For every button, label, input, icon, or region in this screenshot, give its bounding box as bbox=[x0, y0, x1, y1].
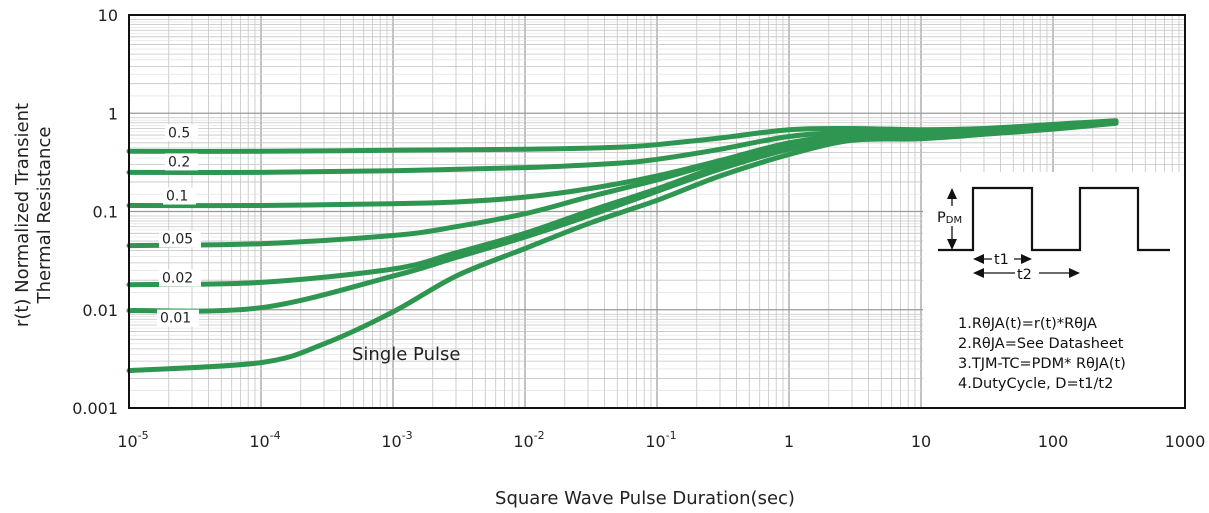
plot-frame bbox=[128, 14, 1186, 409]
note-4: 4.DutyCycle, D=t1/t2 bbox=[958, 376, 1113, 392]
y-tick-label: 0.001 bbox=[72, 399, 118, 418]
pdm-label: PDM bbox=[937, 210, 962, 226]
pdm-label-bg bbox=[935, 206, 969, 226]
t1-arrow-left bbox=[973, 254, 984, 264]
pdm-label-main: P bbox=[937, 210, 946, 226]
series-line-0.5 bbox=[126, 118, 1119, 154]
grid-lines bbox=[128, 15, 1185, 409]
x-tick-label: 10 bbox=[911, 432, 931, 451]
t2-label-bg bbox=[1015, 265, 1039, 282]
curve-label-bg bbox=[163, 187, 196, 205]
curve-label-0-5: 0.5 bbox=[168, 125, 190, 141]
x-tick-exponent: -3 bbox=[402, 429, 413, 442]
t2-label: t2 bbox=[1017, 267, 1032, 283]
curve-label-0-2: 0.2 bbox=[168, 154, 190, 170]
y-tick-label: 10 bbox=[98, 6, 118, 25]
x-tick-base: 10 bbox=[911, 432, 931, 451]
x-tick-label: 10-2 bbox=[513, 429, 544, 451]
t1-arrow-right bbox=[1021, 254, 1032, 264]
duty-cycle-inset: PDM t1 t2 1.RθJA(t)=r(t)*RθJA 2.RθJA=See… bbox=[923, 172, 1185, 407]
x-tick-label: 10-1 bbox=[645, 429, 676, 451]
t1-label-bg bbox=[992, 250, 1014, 267]
series-line-single-pulse bbox=[126, 120, 1119, 374]
curve-label-bg bbox=[159, 269, 201, 287]
x-tick-label: 1 bbox=[784, 432, 794, 451]
curve-label-bg bbox=[159, 230, 201, 248]
curve-labels: 0.5 0.2 0.1 0.05 0.02 0.01 bbox=[157, 124, 201, 327]
curve-label-0-1: 0.1 bbox=[166, 189, 188, 205]
curve-series bbox=[126, 118, 1119, 374]
curve-label-bg bbox=[165, 153, 198, 171]
x-tick-base: 1 bbox=[784, 432, 794, 451]
pdm-arrow-down bbox=[947, 239, 957, 250]
note-2: 2.RθJA=See Datasheet bbox=[958, 336, 1124, 352]
single-pulse-label: Single Pulse bbox=[352, 344, 460, 365]
t2-arrow-left bbox=[973, 268, 984, 278]
x-tick-base: 10 bbox=[513, 432, 533, 451]
x-tick-exponent: -1 bbox=[666, 429, 677, 442]
y-tick-label: 0.01 bbox=[82, 301, 118, 320]
curve-label-bg bbox=[157, 309, 199, 327]
x-tick-label: 10-3 bbox=[381, 429, 412, 451]
y-axis-title-line-1: r(t) Normalized Transient bbox=[12, 103, 33, 327]
t1-label: t1 bbox=[994, 252, 1009, 268]
x-tick-labels: 10-5 10-4 10-3 10-2 10-1 1 10 100 1000 bbox=[117, 429, 1205, 451]
x-tick-exponent: -5 bbox=[138, 429, 149, 442]
note-3: 3.TJM-TC=PDM* RθJA(t) bbox=[958, 356, 1126, 372]
x-tick-label: 100 bbox=[1038, 432, 1069, 451]
pulse-waveform bbox=[938, 186, 1170, 252]
curve-label-0-01: 0.01 bbox=[160, 311, 191, 327]
x-tick-label: 1000 bbox=[1165, 432, 1206, 451]
y-tick-label: 0.1 bbox=[93, 203, 118, 222]
pdm-arrow-up bbox=[947, 188, 957, 199]
curve-label-0-02: 0.02 bbox=[162, 271, 193, 287]
x-tick-exponent: -2 bbox=[534, 429, 545, 442]
y-axis-title-line-2: Thermal Resistance bbox=[34, 127, 55, 305]
x-tick-base: 10 bbox=[117, 432, 137, 451]
x-tick-exponent: -4 bbox=[270, 429, 281, 442]
x-tick-base: 10 bbox=[645, 432, 665, 451]
pdm-label-sub: DM bbox=[946, 215, 962, 226]
y-tick-label: 1 bbox=[108, 104, 118, 123]
curve-label-bg bbox=[165, 124, 198, 142]
curve-label-0-05: 0.05 bbox=[162, 232, 193, 248]
x-tick-base: 1000 bbox=[1165, 432, 1206, 451]
note-1: 1.RθJA(t)=r(t)*RθJA bbox=[958, 316, 1097, 332]
y-tick-labels: 10 1 0.1 0.01 0.001 bbox=[72, 6, 118, 418]
x-tick-base: 10 bbox=[381, 432, 401, 451]
x-axis-title: Square Wave Pulse Duration(sec) bbox=[495, 488, 795, 509]
t2-arrow-right bbox=[1069, 268, 1080, 278]
x-tick-base: 100 bbox=[1038, 432, 1069, 451]
x-tick-label: 10-4 bbox=[249, 429, 280, 451]
x-tick-label: 10-5 bbox=[117, 429, 148, 451]
x-tick-base: 10 bbox=[249, 432, 269, 451]
